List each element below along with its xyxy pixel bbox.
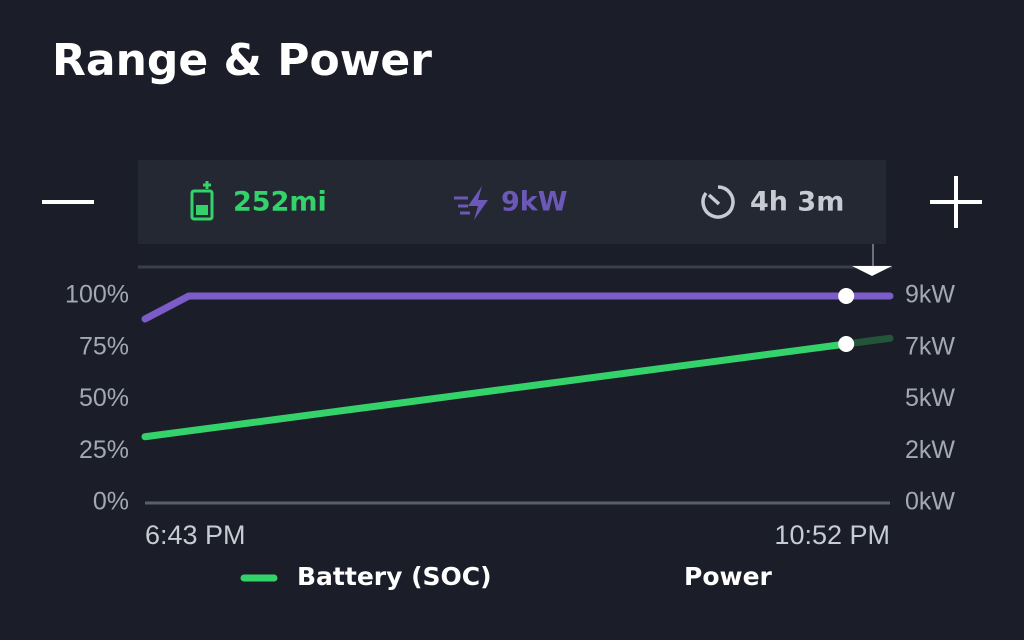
power-icon (454, 186, 488, 220)
y2-tick-label: 9kW (905, 281, 955, 309)
legend-label: Power (684, 562, 773, 591)
y-tick-label: 0% (93, 488, 129, 516)
x-tick-label: 10:52 PM (774, 520, 890, 550)
range-stat: 252mi (233, 187, 327, 218)
y-tick-label: 50% (79, 384, 129, 412)
zoom-in-button[interactable] (930, 176, 982, 228)
x-tick-label: 6:43 PM (145, 520, 246, 550)
timer-icon (701, 185, 735, 219)
battery-icon (190, 181, 214, 221)
y2-tick-label: 2kW (905, 436, 955, 464)
series-line (141, 292, 894, 323)
y2-tick-label: 5kW (905, 384, 955, 412)
scrub-handle[interactable] (852, 266, 892, 276)
legend-label: Battery (SOC) (297, 562, 492, 591)
y-tick-label: 75% (79, 332, 129, 360)
time-stat: 4h 3m (750, 187, 844, 218)
stats-bar (138, 160, 886, 244)
y2-tick-label: 0kW (905, 488, 955, 516)
cursor-dot (838, 288, 855, 304)
y-tick-label: 100% (65, 281, 129, 309)
page-title: Range & Power (52, 35, 432, 86)
cursor-dot (838, 336, 855, 353)
power-stat: 9kW (501, 187, 568, 218)
y-tick-label: 25% (79, 436, 129, 464)
series-line (141, 334, 894, 441)
y2-tick-label: 7kW (905, 332, 955, 360)
